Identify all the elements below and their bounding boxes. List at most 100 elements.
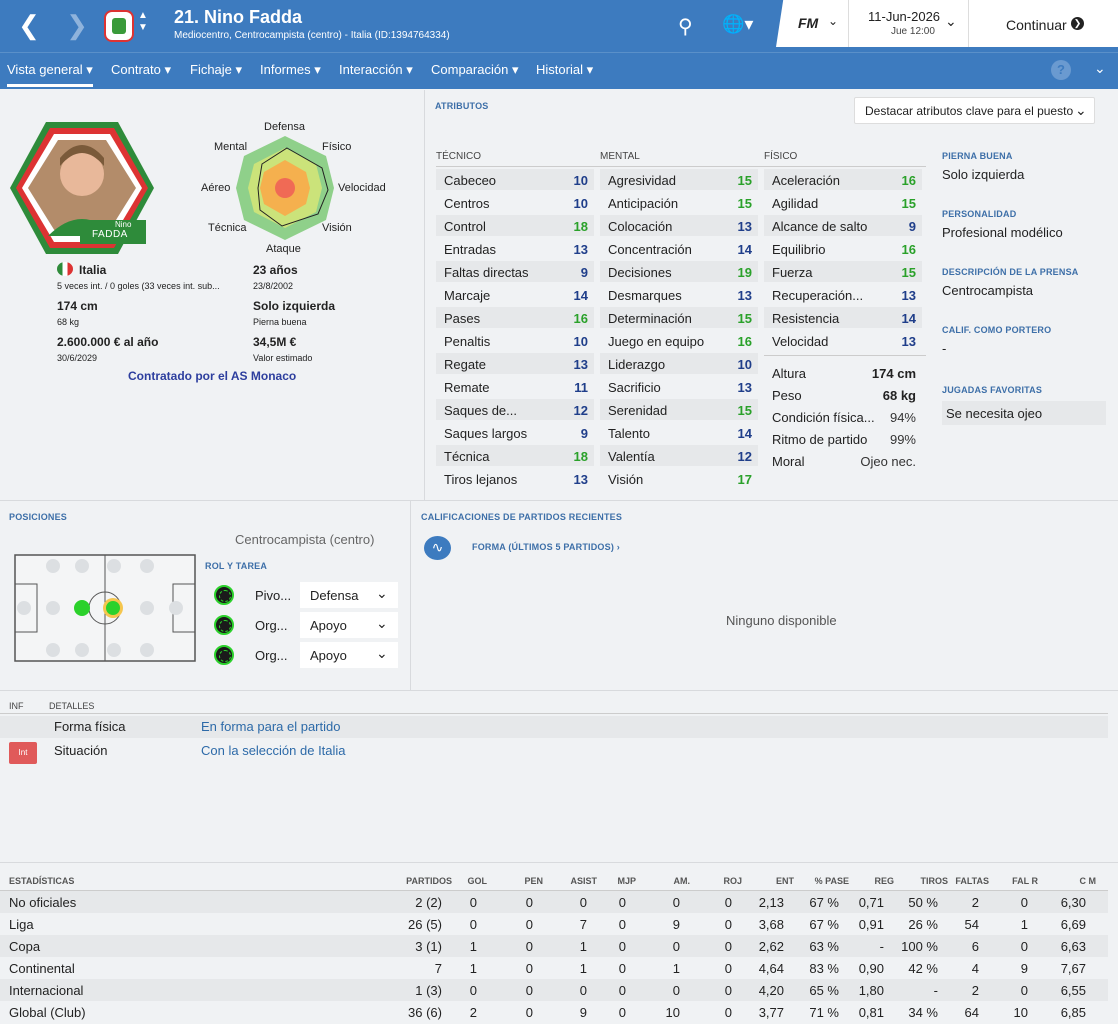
search-icon[interactable]: ⚲ bbox=[678, 16, 693, 38]
attribute-row[interactable]: Liderazgo 10 bbox=[600, 353, 758, 374]
attribute-row[interactable]: Velocidad 13 bbox=[764, 330, 922, 351]
stats-cell: 1 bbox=[579, 939, 587, 954]
attribute-row[interactable]: Entradas 13 bbox=[436, 238, 594, 259]
globe-icon[interactable]: 🌐▾ bbox=[722, 14, 754, 34]
attribute-row[interactable]: Saques de... 12 bbox=[436, 399, 594, 420]
duty-dropdown[interactable]: Apoyo ⌄ bbox=[300, 642, 398, 668]
continue-button[interactable]: Continuar ❯ bbox=[968, 0, 1118, 47]
role-icon bbox=[214, 585, 234, 605]
attribute-row[interactable]: Peso 68 kg bbox=[764, 384, 922, 405]
attribute-row[interactable]: Juego en equipo 16 bbox=[600, 330, 758, 351]
stats-column-header[interactable]: ENT bbox=[776, 876, 794, 886]
menu-interaccion[interactable]: Interacción ▾ bbox=[339, 62, 413, 77]
attribute-row[interactable]: Recuperación... 13 bbox=[764, 284, 922, 305]
nation-name[interactable]: Italia bbox=[79, 263, 107, 277]
attribute-row[interactable]: Resistencia 14 bbox=[764, 307, 922, 328]
role-name[interactable]: Org... bbox=[255, 648, 288, 663]
attribute-row[interactable]: Cabeceo 10 bbox=[436, 169, 594, 190]
stats-column-header[interactable]: ROJ bbox=[723, 876, 742, 886]
stats-row[interactable]: Copa 3 (1) 1 0 1 0 0 0 2,62 63 % - 100 % 6 0 6,63 bbox=[0, 935, 1108, 957]
attribute-row[interactable]: Determinación 15 bbox=[600, 307, 758, 328]
stats-cell: 0 bbox=[618, 895, 626, 910]
attribute-value: 14 bbox=[737, 426, 752, 441]
attribute-row[interactable]: Técnica 18 bbox=[436, 445, 594, 466]
back-arrow-icon[interactable]: ❮ bbox=[18, 10, 40, 40]
attribute-row[interactable]: Equilibrio 16 bbox=[764, 238, 922, 259]
stats-row[interactable]: Global (Club) 36 (6) 2 0 9 0 10 0 3,77 71 % 0,81 34… bbox=[0, 1001, 1108, 1023]
stats-column-header[interactable]: C M bbox=[1079, 876, 1097, 886]
stats-row[interactable]: Liga 26 (5) 0 0 7 0 9 0 3,68 67 % 0,91 26 % 54 1 6,69 bbox=[0, 913, 1108, 935]
role-name[interactable]: Pivo... bbox=[255, 588, 292, 603]
attribute-row[interactable]: Moral Ojeo nec. bbox=[764, 450, 922, 471]
attribute-row[interactable]: Visión 17 bbox=[600, 468, 758, 489]
attribute-row[interactable]: Altura 174 cm bbox=[764, 362, 922, 383]
attribute-row[interactable]: Desmarques 13 bbox=[600, 284, 758, 305]
form-chart-icon[interactable]: ∿ bbox=[424, 536, 451, 560]
attribute-row[interactable]: Marcaje 14 bbox=[436, 284, 594, 305]
stats-column-header[interactable]: FALTAS bbox=[955, 876, 989, 886]
forward-arrow-icon[interactable]: ❯ bbox=[66, 10, 88, 40]
stats-row[interactable]: Internacional 1 (3) 0 0 0 0 0 0 4,20 65 % 1,80 - 2 0 6… bbox=[0, 979, 1108, 1001]
attribute-row[interactable]: Pases 16 bbox=[436, 307, 594, 328]
attribute-row[interactable]: Decisiones 19 bbox=[600, 261, 758, 282]
team-crest-icon[interactable] bbox=[104, 10, 134, 42]
stats-column-header[interactable]: ESTADÍSTICAS bbox=[9, 876, 75, 886]
attribute-row[interactable]: Remate 11 bbox=[436, 376, 594, 397]
menu-vista-general[interactable]: Vista general ▾ bbox=[7, 62, 93, 87]
swap-player-icon[interactable]: ▲ ▼ bbox=[138, 10, 148, 33]
attribute-row[interactable]: Sacrificio 13 bbox=[600, 376, 758, 397]
duty-dropdown[interactable]: Apoyo ⌄ bbox=[300, 612, 398, 638]
stats-row[interactable]: No oficiales 2 (2) 0 0 0 0 0 0 2,13 67 % 0,71 50 % 2… bbox=[0, 891, 1108, 913]
attribute-row[interactable]: Ritmo de partido 99% bbox=[764, 428, 922, 449]
attribute-row[interactable]: Agilidad 15 bbox=[764, 192, 922, 213]
form-link[interactable]: FORMA (ÚLTIMOS 5 PARTIDOS) › bbox=[472, 542, 620, 552]
attribute-row[interactable]: Regate 13 bbox=[436, 353, 594, 374]
stats-column-header[interactable]: PEN bbox=[524, 876, 543, 886]
stats-column-header[interactable]: PARTIDOS bbox=[406, 876, 452, 886]
help-icon[interactable]: ? bbox=[1051, 60, 1071, 80]
attribute-row[interactable]: Faltas directas 9 bbox=[436, 261, 594, 282]
stats-column-header[interactable]: MJP bbox=[617, 876, 636, 886]
attribute-row[interactable]: Serenidad 15 bbox=[600, 399, 758, 420]
attribute-row[interactable]: Concentración 14 bbox=[600, 238, 758, 259]
fm-menu-button[interactable]: FM ⌄ bbox=[776, 0, 848, 47]
attribute-row[interactable]: Aceleración 16 bbox=[764, 169, 922, 190]
info-value[interactable]: En forma para el partido bbox=[201, 719, 341, 734]
attribute-row[interactable]: Agresividad 15 bbox=[600, 169, 758, 190]
role-name[interactable]: Org... bbox=[255, 618, 288, 633]
chevron-down-icon[interactable]: ⌄ bbox=[1094, 60, 1106, 76]
fm-logo: FM bbox=[798, 15, 819, 31]
menu-informes[interactable]: Informes ▾ bbox=[260, 62, 321, 77]
attribute-row[interactable]: Saques largos 9 bbox=[436, 422, 594, 443]
stats-column-header[interactable]: GOL bbox=[467, 876, 488, 886]
attribute-row[interactable]: Anticipación 15 bbox=[600, 192, 758, 213]
attribute-name: Recuperación... bbox=[772, 288, 864, 303]
attribute-row[interactable]: Colocación 13 bbox=[600, 215, 758, 236]
stats-column-header[interactable]: AM. bbox=[673, 876, 691, 886]
stats-column-header[interactable]: TIROS bbox=[920, 876, 948, 886]
stats-column-header[interactable]: FAL R bbox=[1012, 876, 1038, 886]
attribute-row[interactable]: Centros 10 bbox=[436, 192, 594, 213]
stats-row[interactable]: Continental 7 1 0 1 0 1 0 4,64 83 % 0,90 42 % 4 9 7,67 bbox=[0, 957, 1108, 979]
attribute-row[interactable]: Fuerza 15 bbox=[764, 261, 922, 282]
stats-column-header[interactable]: ASIST bbox=[570, 876, 597, 886]
highlight-attributes-dropdown[interactable]: Destacar atributos clave para el puesto … bbox=[854, 97, 1095, 124]
attribute-row[interactable]: Talento 14 bbox=[600, 422, 758, 443]
date-button[interactable]: 11-Jun-2026 Jue 12:00 ⌄ bbox=[848, 0, 968, 47]
attribute-row[interactable]: Valentía 12 bbox=[600, 445, 758, 466]
attribute-row[interactable]: Control 18 bbox=[436, 215, 594, 236]
attribute-row[interactable]: Penaltis 10 bbox=[436, 330, 594, 351]
attribute-row[interactable]: Condición física... 94% bbox=[764, 406, 922, 427]
stats-column-header[interactable]: REG bbox=[874, 876, 894, 886]
duty-dropdown[interactable]: Defensa ⌄ bbox=[300, 582, 398, 608]
contracted-by-link[interactable]: Contratado por el AS Monaco bbox=[128, 369, 297, 383]
menu-contrato[interactable]: Contrato ▾ bbox=[111, 62, 172, 77]
stats-cell: 0 bbox=[1020, 939, 1028, 954]
stats-column-header[interactable]: % PASE bbox=[814, 876, 849, 886]
menu-fichaje[interactable]: Fichaje ▾ bbox=[190, 62, 243, 77]
menu-historial[interactable]: Historial ▾ bbox=[536, 62, 594, 77]
attribute-row[interactable]: Tiros lejanos 13 bbox=[436, 468, 594, 489]
info-value[interactable]: Con la selección de Italia bbox=[201, 743, 346, 758]
menu-comparacion[interactable]: Comparación ▾ bbox=[431, 62, 519, 77]
attribute-row[interactable]: Alcance de salto 9 bbox=[764, 215, 922, 236]
